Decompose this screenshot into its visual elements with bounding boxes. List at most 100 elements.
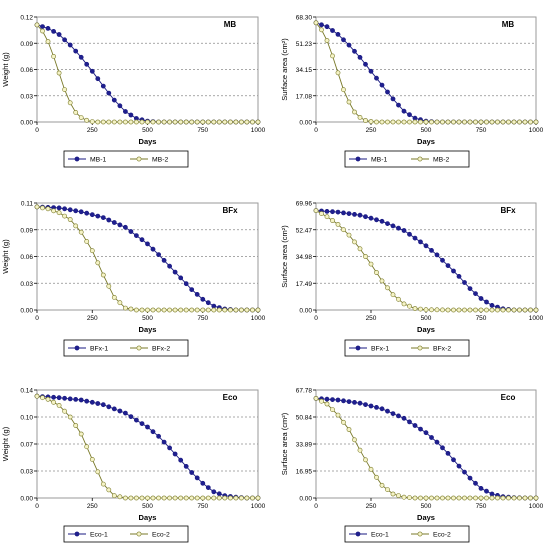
data-point	[161, 257, 167, 263]
data-point	[379, 119, 385, 125]
data-point	[341, 419, 346, 425]
data-point	[40, 24, 45, 29]
data-point	[335, 397, 341, 403]
data-point	[178, 119, 184, 125]
data-point	[78, 115, 84, 120]
y-tick-label: 0.06	[20, 67, 33, 74]
x-tick-label: 500	[142, 127, 153, 134]
chart-title: BFx	[500, 206, 516, 215]
data-point	[205, 485, 211, 490]
data-point	[227, 307, 233, 313]
data-point	[123, 224, 128, 230]
data-point	[390, 491, 396, 497]
x-tick-label: 1000	[251, 315, 266, 322]
data-point	[117, 222, 123, 228]
legend-label: MB-2	[433, 157, 449, 164]
data-point	[222, 495, 228, 501]
data-point	[73, 396, 79, 402]
data-point	[423, 495, 429, 501]
data-point	[462, 307, 467, 313]
data-point	[341, 227, 346, 233]
data-point	[352, 437, 357, 443]
data-point	[133, 119, 139, 125]
chart-panel-4: 0.00 17.49 34.98 52.47 69.96 0 250 500 750 1000 Da…	[280, 201, 544, 357]
data-point	[379, 82, 385, 88]
data-point	[434, 495, 440, 501]
data-point	[407, 119, 412, 125]
data-point	[418, 426, 423, 432]
data-point	[40, 205, 45, 211]
data-point	[150, 246, 156, 252]
data-point	[150, 119, 156, 125]
legend-label: MB-1	[90, 157, 106, 164]
data-point	[194, 495, 200, 501]
legend-swatch-marker	[136, 345, 142, 351]
data-point	[495, 495, 500, 501]
data-point	[412, 306, 418, 311]
data-point	[194, 119, 200, 125]
data-point	[363, 214, 368, 220]
legend-box	[63, 150, 189, 168]
legend: Eco-1 Eco-2	[344, 525, 470, 543]
legend-label: Eco-2	[152, 532, 170, 539]
data-point	[156, 433, 161, 439]
data-point	[34, 393, 40, 399]
data-point	[346, 211, 352, 216]
data-point	[78, 397, 84, 403]
data-point	[429, 119, 434, 125]
data-point	[106, 217, 112, 223]
data-point	[200, 119, 206, 125]
y-tick-label: 34.98	[296, 254, 313, 261]
data-point	[51, 208, 56, 214]
chart-title: MB	[224, 20, 237, 29]
data-point	[429, 495, 434, 501]
data-point	[484, 495, 489, 501]
data-point	[506, 119, 511, 125]
data-point	[150, 429, 156, 435]
y-tick-label: 0.00	[299, 120, 312, 127]
data-point	[178, 457, 184, 463]
data-point	[194, 307, 200, 313]
data-point	[145, 119, 150, 125]
data-point	[473, 307, 478, 313]
data-point	[56, 70, 62, 76]
data-point	[78, 54, 84, 60]
data-point	[429, 247, 434, 253]
data-point	[346, 99, 352, 105]
data-point	[434, 307, 440, 313]
data-point	[313, 208, 319, 213]
data-point	[522, 307, 528, 313]
data-point	[379, 406, 385, 412]
x-tick-label: 0	[314, 503, 318, 510]
data-point	[233, 307, 239, 313]
data-point	[335, 221, 341, 227]
legend-swatch-marker	[74, 156, 80, 162]
data-point	[156, 495, 161, 501]
data-point	[456, 495, 462, 501]
data-point	[401, 228, 407, 233]
data-point	[440, 495, 445, 501]
data-point	[429, 435, 434, 440]
data-point	[385, 285, 390, 291]
data-point	[111, 220, 117, 225]
series-2	[313, 395, 539, 501]
y-axis-label: Surface area (cm²)	[280, 38, 289, 101]
data-point	[412, 119, 418, 125]
y-tick-label: 16.95	[296, 469, 313, 476]
data-point	[89, 68, 95, 74]
data-point	[407, 419, 412, 425]
data-point	[396, 102, 401, 108]
y-tick-label: 33.89	[296, 442, 313, 449]
data-point	[56, 395, 62, 401]
data-point	[133, 417, 139, 423]
legend-box	[63, 525, 189, 543]
data-point	[374, 217, 379, 223]
data-point	[106, 283, 112, 289]
data-point	[178, 495, 184, 501]
data-point	[533, 119, 539, 125]
data-point	[211, 119, 217, 125]
data-point	[211, 489, 217, 495]
y-tick-label: 50.84	[296, 415, 313, 422]
x-tick-label: 1000	[529, 503, 544, 510]
data-point	[89, 212, 95, 218]
